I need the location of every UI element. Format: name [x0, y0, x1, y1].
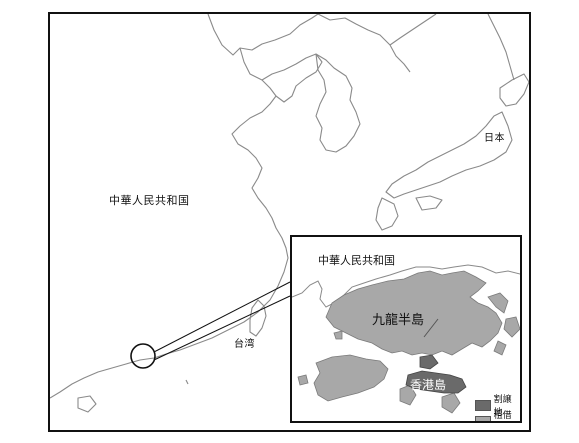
shikoku-coast — [415, 195, 443, 211]
inset-label-kowloon: 九龍半島 — [372, 313, 425, 328]
hong-kong-inset: 中華人民共和国 九龍半島 香港島 割譲地 租借地 — [290, 235, 522, 423]
honshu-coast — [385, 111, 513, 199]
kyushu-coast — [375, 197, 399, 231]
hong-kong-locator-circle — [130, 343, 156, 369]
inset-mainland-coast — [292, 264, 520, 308]
legend-ceded-swatch — [475, 399, 491, 411]
leased-small-islands — [297, 330, 343, 386]
inset-connector-top — [153, 281, 291, 353]
taiwan-coastline — [249, 299, 267, 337]
hainan-coast — [77, 395, 97, 413]
hokkaido-coast — [499, 73, 529, 107]
inset-label-china: 中華人民共和国 — [318, 254, 395, 267]
legend-leased-swatch — [475, 415, 491, 421]
inset-connector-bottom — [153, 295, 291, 361]
ceded-kowloon-tip — [419, 354, 439, 370]
mainland-coastline — [50, 14, 411, 399]
legend-ceded-label: 割譲地 — [493, 395, 512, 418]
label-taiwan: 台湾 — [234, 339, 255, 350]
legend-ceded: 割譲地 — [475, 392, 520, 418]
legend-leased-label: 租借地 — [493, 411, 512, 421]
label-japan: 日本 — [484, 133, 505, 144]
leased-lantau — [313, 354, 389, 402]
leased-territory — [325, 270, 503, 356]
korea-coastline — [315, 53, 361, 153]
leased-east-islands — [487, 292, 520, 356]
bohai-coast — [261, 53, 323, 103]
sakhalin-coast — [487, 14, 515, 81]
legend-leased: 租借地 — [475, 408, 520, 421]
primorye-coast — [389, 14, 437, 46]
inset-label-hk-island: 香港島 — [410, 378, 447, 392]
ceded-hong-kong-island — [405, 370, 467, 394]
label-china: 中華人民共和国 — [109, 194, 190, 207]
hong-kong-inset-map — [292, 264, 520, 414]
